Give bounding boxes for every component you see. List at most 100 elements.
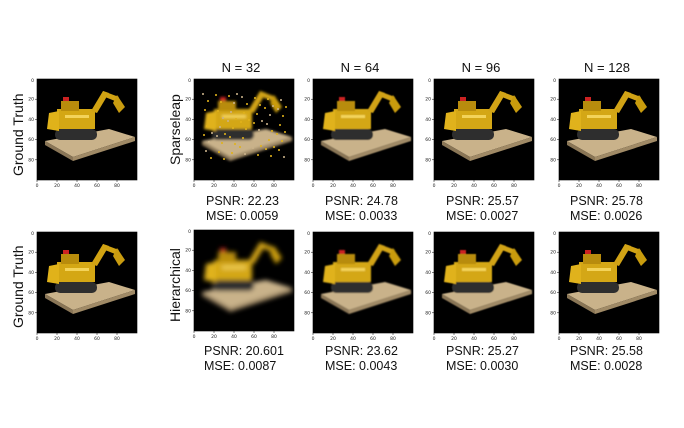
bulldozer-render-icon [202, 91, 292, 161]
x-tick-label: 20 [330, 183, 336, 189]
y-tick-label: 40 [304, 117, 310, 123]
x-tick-label: 60 [251, 334, 257, 340]
row1-method-label: Sparseleap [167, 94, 183, 165]
x-tick-label: 60 [94, 336, 100, 342]
y-tick-label: 0 [31, 231, 34, 237]
column-title-n32: N = 32 [221, 60, 261, 75]
x-tick-label: 80 [114, 183, 120, 189]
bulldozer-render-icon [45, 244, 135, 314]
x-tick-label: 0 [193, 334, 196, 340]
row2-method-label: Hierarchical [167, 248, 183, 322]
y-tick-label: 60 [425, 290, 431, 296]
mse-value: MSE: 0.0026 [570, 209, 643, 223]
bulldozer-render-icon [567, 91, 657, 161]
x-tick-label: 60 [370, 336, 376, 342]
psnr-value: PSNR: 22.23 [206, 194, 279, 208]
psnr-value: PSNR: 23.62 [325, 344, 398, 358]
x-tick-label: 80 [271, 183, 277, 189]
bulldozer-render-icon [442, 91, 532, 161]
x-tick-label: 40 [471, 183, 477, 189]
y-tick-label: 40 [550, 270, 556, 276]
noise-speckle-icon [202, 93, 287, 160]
panel-row2-n128: 20 40 60 80 0 0 20 40 60 80 [550, 231, 660, 342]
x-tick-label: 0 [36, 336, 39, 342]
y-tick-label: 20 [185, 248, 191, 254]
x-tick-label: 20 [54, 336, 60, 342]
y-tick-label: 20 [185, 97, 191, 103]
x-tick-label: 80 [511, 183, 517, 189]
x-tick-label: 40 [350, 183, 356, 189]
row2-n64-metrics: PSNR: 23.62 MSE: 0.0043 [325, 344, 398, 374]
y-tick-label: 0 [553, 231, 556, 237]
y-tick-label: 0 [188, 229, 191, 235]
y-tick-label: 0 [428, 231, 431, 237]
x-tick-label: 0 [558, 183, 561, 189]
y-tick-label: 80 [185, 308, 191, 314]
x-tick-label: 80 [271, 334, 277, 340]
y-tick-label: 40 [550, 117, 556, 123]
x-tick-label: 40 [596, 183, 602, 189]
x-tick-label: 40 [74, 336, 80, 342]
psnr-value: PSNR: 20.601 [204, 344, 284, 358]
mse-value: MSE: 0.0028 [570, 359, 643, 373]
x-tick-label: 0 [36, 183, 39, 189]
y-tick-label: 40 [185, 268, 191, 274]
panel-row1-ground-truth: 20 40 60 80 0 0 20 40 60 80 [28, 78, 138, 189]
y-tick-label: 60 [28, 137, 34, 143]
y-tick-label: 80 [425, 310, 431, 316]
x-tick-label: 20 [54, 183, 60, 189]
y-tick-label: 40 [425, 270, 431, 276]
x-tick-label: 20 [211, 183, 217, 189]
y-tick-label: 60 [28, 290, 34, 296]
y-tick-label: 60 [304, 290, 310, 296]
column-title-n64: N = 64 [340, 60, 380, 75]
x-tick-label: 0 [433, 336, 436, 342]
row2-n128-metrics: PSNR: 25.58 MSE: 0.0028 [570, 344, 643, 374]
psnr-value: PSNR: 25.78 [570, 194, 643, 208]
y-tick-label: 40 [28, 270, 34, 276]
bulldozer-render-icon [321, 244, 411, 314]
y-tick-label: 80 [28, 157, 34, 163]
y-tick-label: 20 [550, 97, 556, 103]
y-tick-label: 60 [550, 137, 556, 143]
bulldozer-render-icon [442, 244, 532, 314]
panel-row2-n32: 20 40 60 80 0 0 20 40 60 80 [185, 229, 295, 340]
x-tick-label: 0 [193, 183, 196, 189]
y-tick-label: 40 [28, 117, 34, 123]
x-tick-label: 60 [616, 183, 622, 189]
bulldozer-render-icon [202, 242, 292, 312]
psnr-value: PSNR: 25.58 [570, 344, 643, 358]
y-tick-label: 20 [550, 250, 556, 256]
y-tick-label: 40 [304, 270, 310, 276]
x-tick-label: 0 [312, 183, 315, 189]
row1-n32-metrics: PSNR: 22.23 MSE: 0.0059 [206, 194, 279, 224]
x-tick-label: 20 [451, 183, 457, 189]
y-tick-label: 60 [185, 288, 191, 294]
y-tick-label: 20 [304, 97, 310, 103]
x-tick-label: 80 [390, 183, 396, 189]
mse-value: MSE: 0.0043 [325, 359, 398, 373]
y-tick-label: 40 [425, 117, 431, 123]
psnr-value: PSNR: 25.57 [446, 194, 519, 208]
x-tick-label: 60 [370, 183, 376, 189]
y-tick-label: 20 [304, 250, 310, 256]
x-tick-label: 60 [491, 183, 497, 189]
x-tick-label: 80 [511, 336, 517, 342]
x-tick-label: 60 [251, 183, 257, 189]
x-tick-label: 80 [636, 183, 642, 189]
x-tick-label: 60 [491, 336, 497, 342]
x-tick-label: 20 [211, 334, 217, 340]
psnr-value: PSNR: 24.78 [325, 194, 398, 208]
panel-row1-n32: 20 40 60 80 0 0 20 40 60 80 [185, 78, 295, 189]
y-tick-label: 0 [307, 78, 310, 84]
row1-n64-metrics: PSNR: 24.78 MSE: 0.0033 [325, 194, 398, 224]
x-tick-label: 80 [114, 336, 120, 342]
mse-value: MSE: 0.0059 [206, 209, 279, 223]
y-tick-label: 80 [550, 310, 556, 316]
x-tick-label: 20 [576, 336, 582, 342]
y-tick-label: 20 [425, 97, 431, 103]
row1-ground-truth-label: Ground Truth [10, 93, 26, 177]
row1-n128-metrics: PSNR: 25.78 MSE: 0.0026 [570, 194, 643, 224]
panel-row2-n96: 20 40 60 80 0 0 20 40 60 80 [425, 231, 535, 342]
bulldozer-render-icon [45, 91, 135, 161]
